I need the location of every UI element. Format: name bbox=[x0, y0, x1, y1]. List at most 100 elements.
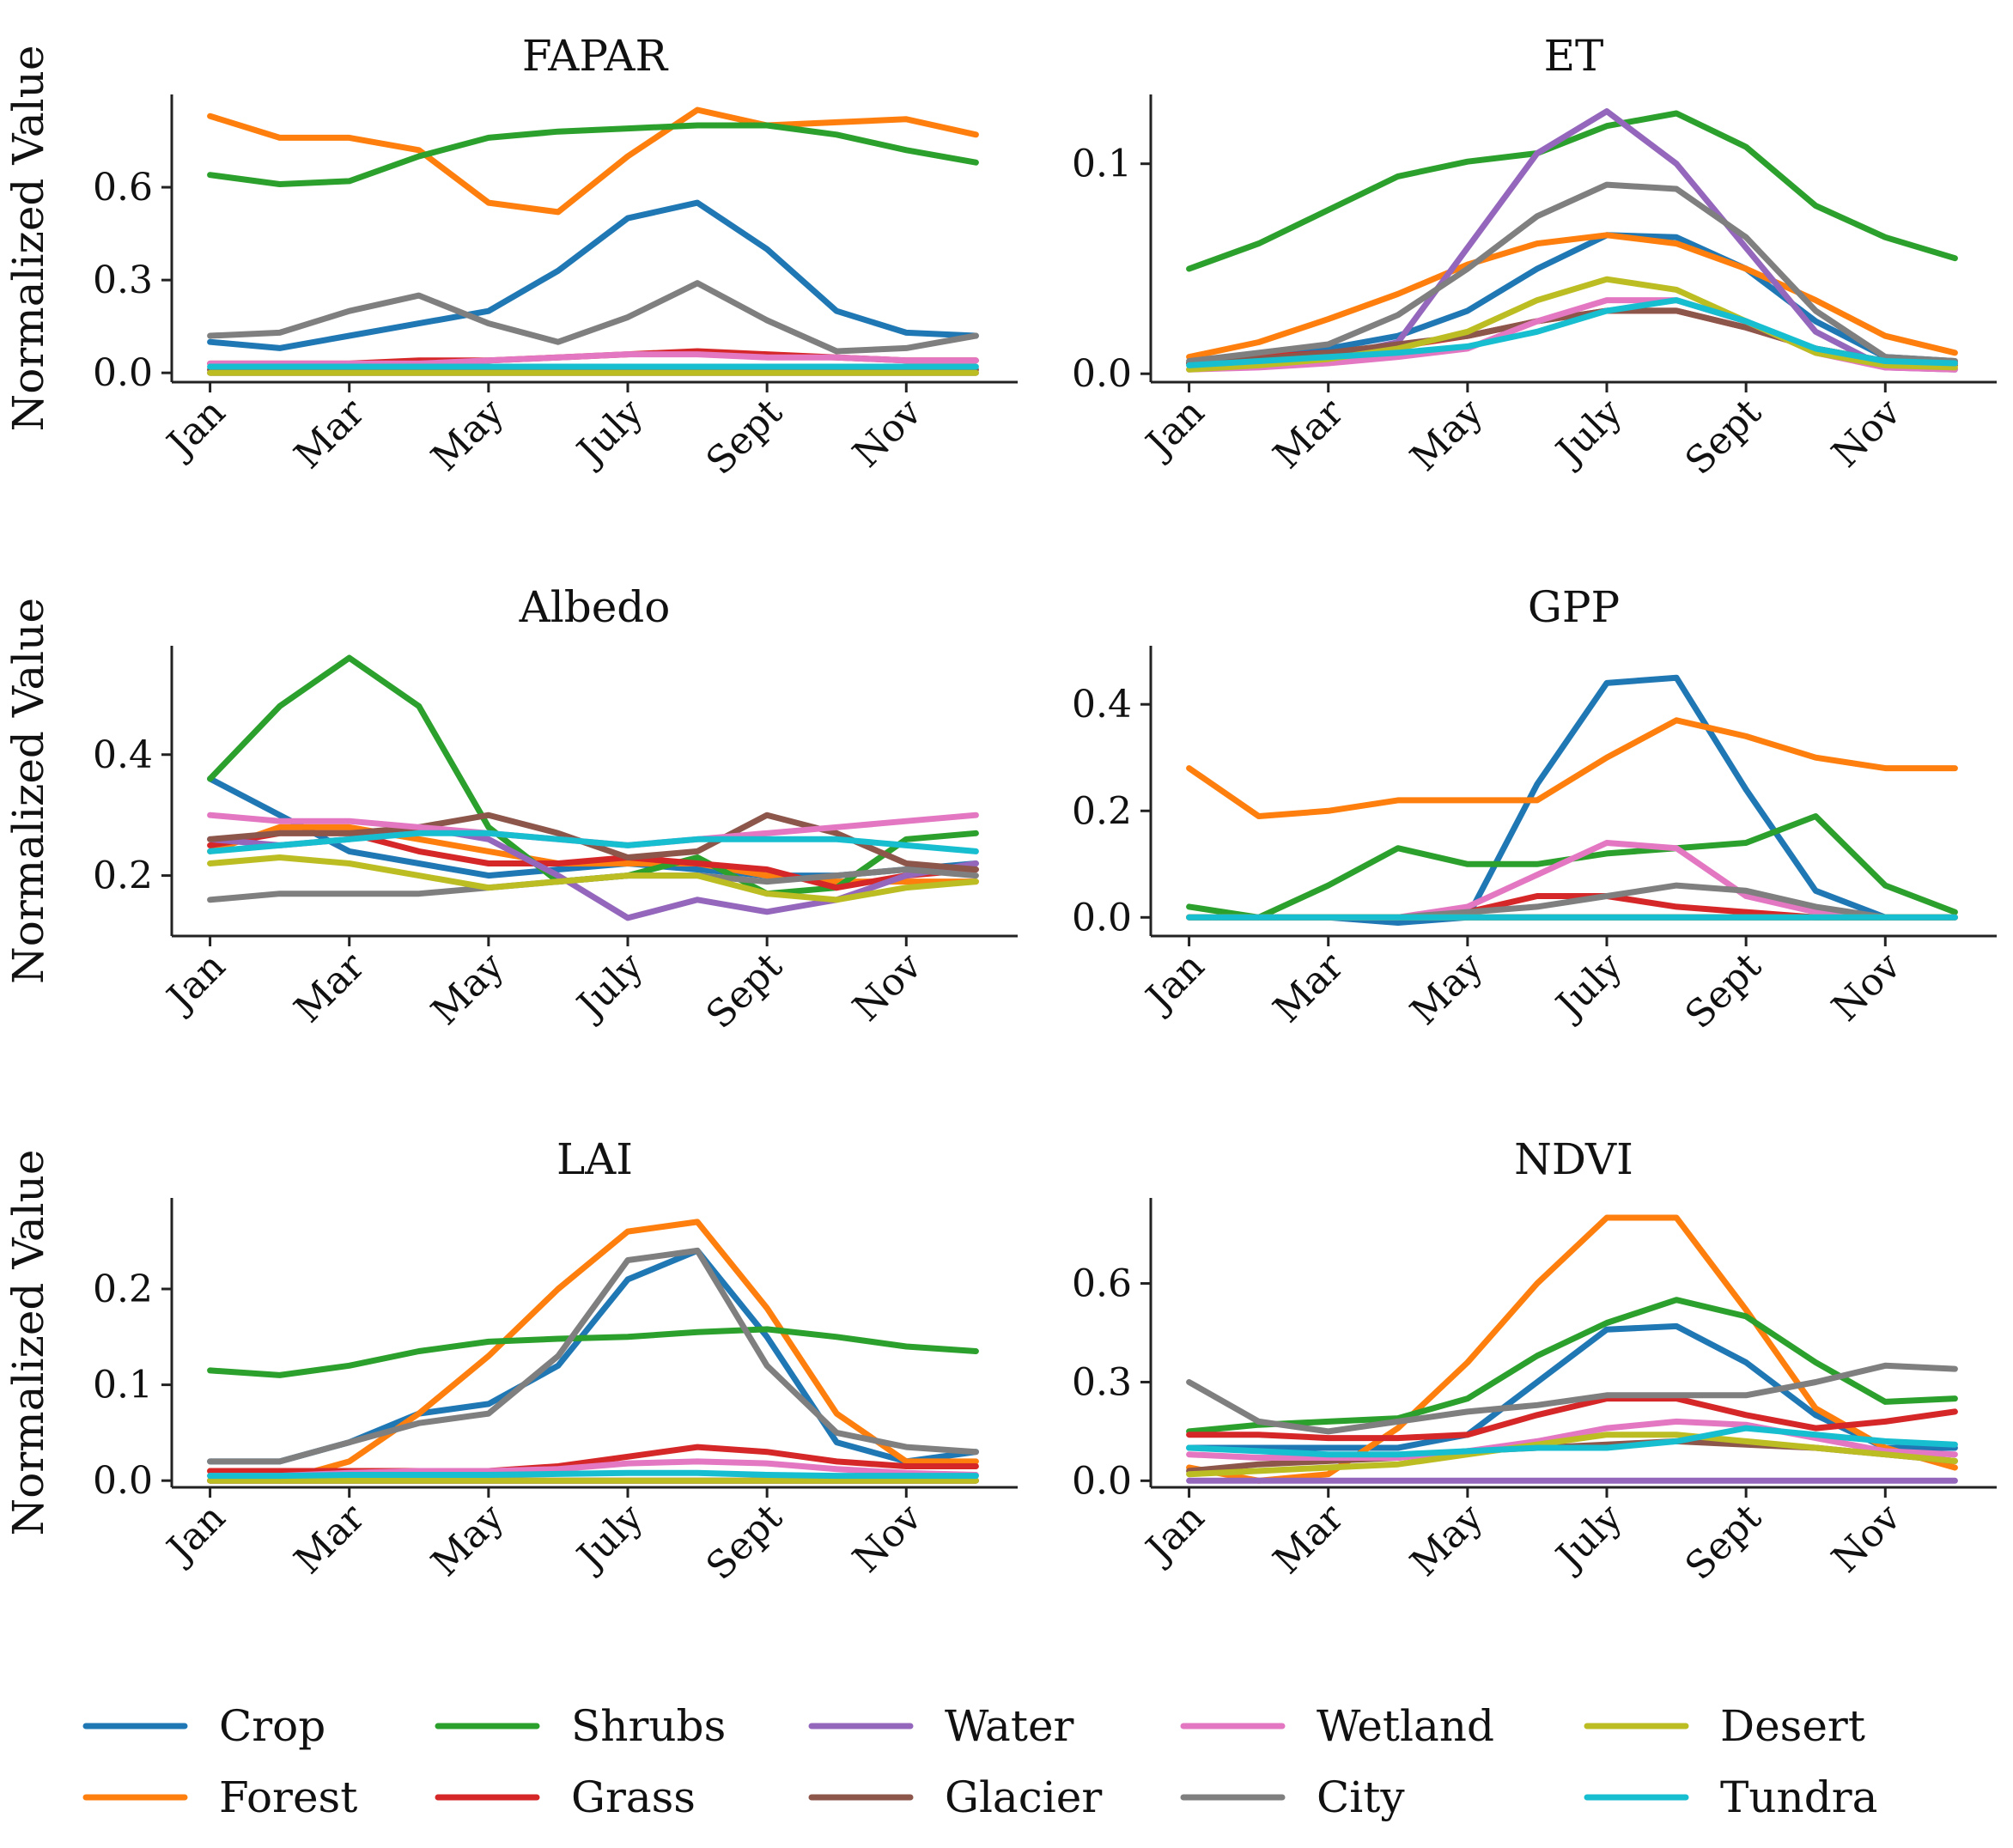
panel-albedo: Albedo Normalized Value 0.2 0.4 Jan Mar May Jul… bbox=[3, 582, 1018, 1037]
x-tick-label-gpp: Nov bbox=[1823, 945, 1909, 1030]
y-tick-label-albedo: 0.2 bbox=[93, 854, 153, 898]
x-tick-label-gpp: May bbox=[1402, 945, 1492, 1034]
series-line-tundra-albedo bbox=[207, 830, 979, 854]
y-tick-label-gpp: 0.0 bbox=[1072, 896, 1132, 939]
legend-label-grass: Grass bbox=[571, 1772, 696, 1822]
series-line-shrubs-et bbox=[1186, 110, 1958, 272]
series-line-shrubs-ndvi bbox=[1186, 1297, 1958, 1435]
x-tick-label-et: Sept bbox=[1677, 390, 1770, 483]
x-tick-label-ndvi: Sept bbox=[1677, 1495, 1770, 1588]
series-line-forest-fapar bbox=[207, 106, 979, 216]
panel-gpp: GPP 0.0 0.2 0.4 Jan Mar May July Sept Nov bbox=[1072, 582, 1997, 1037]
series-line-crop-fapar bbox=[207, 199, 979, 351]
legend-label-water: Water bbox=[945, 1701, 1074, 1751]
legend-label-city: City bbox=[1317, 1772, 1405, 1822]
x-tick-label-ndvi: Jan bbox=[1135, 1496, 1213, 1573]
x-tick-label-fapar: Nov bbox=[844, 391, 930, 477]
series-group-et bbox=[1186, 108, 1958, 373]
x-tick-label-fapar: Mar bbox=[286, 390, 374, 477]
y-axis-label-lai: Normalized Value bbox=[3, 1150, 53, 1536]
series-line-tundra-lai bbox=[207, 1469, 979, 1480]
x-tick-label-albedo: Sept bbox=[698, 944, 791, 1036]
legend: Crop Forest Shrubs Grass Water Glacier Wetland… bbox=[82, 1701, 1877, 1822]
legend-label-tundra: Tundra bbox=[1720, 1772, 1877, 1822]
x-tick-label-fapar: May bbox=[423, 391, 513, 480]
x-tick-label-albedo: Nov bbox=[844, 945, 930, 1030]
panel-et: ET 0.0 0.1 Jan Mar May July Sept Nov bbox=[1072, 31, 1997, 483]
series-line-crop-ndvi bbox=[1186, 1322, 1958, 1451]
series-line-shrubs-fapar bbox=[207, 122, 979, 187]
series-line-forest-lai bbox=[207, 1219, 979, 1484]
x-tick-label-lai: Mar bbox=[286, 1495, 374, 1583]
panel-ndvi: NDVI 0.0 0.3 0.6 Jan Mar May July Sept Nov bbox=[1072, 1134, 1997, 1589]
legend-label-desert: Desert bbox=[1720, 1701, 1865, 1751]
x-tick-label-ndvi: Nov bbox=[1823, 1496, 1909, 1582]
x-tick-label-gpp: July bbox=[1546, 945, 1631, 1030]
x-tick-label-et: Nov bbox=[1823, 391, 1909, 477]
panel-title-et: ET bbox=[1544, 31, 1604, 81]
panel-title-fapar: FAPAR bbox=[522, 31, 669, 81]
panel-title-albedo: Albedo bbox=[519, 582, 671, 632]
legend-item-water: Water bbox=[808, 1701, 1074, 1751]
x-tick-label-fapar: Sept bbox=[698, 390, 791, 483]
legend-item-glacier: Glacier bbox=[808, 1772, 1102, 1822]
x-tick-label-gpp: Mar bbox=[1265, 944, 1353, 1031]
series-line-wetland-gpp bbox=[1186, 840, 1958, 921]
series-line-city-fapar bbox=[207, 280, 979, 355]
panels: FAPAR Normalized Value 0.0 0.3 0.6 Jan Mar May J… bbox=[3, 31, 1997, 1589]
series-group-lai bbox=[207, 1219, 979, 1484]
series-line-wetland-fapar bbox=[207, 351, 979, 367]
y-tick-label-ndvi: 0.3 bbox=[1072, 1360, 1132, 1404]
series-line-forest-ndvi bbox=[1186, 1214, 1958, 1484]
panel-title-lai: LAI bbox=[556, 1134, 633, 1184]
legend-label-crop: Crop bbox=[219, 1701, 325, 1751]
x-tick-label-et: Jan bbox=[1135, 391, 1213, 468]
y-tick-label-fapar: 0.6 bbox=[93, 166, 153, 210]
x-tick-label-albedo: July bbox=[567, 945, 652, 1030]
y-tick-label-albedo: 0.4 bbox=[93, 733, 153, 777]
series-line-city-et bbox=[1186, 181, 1958, 364]
y-tick-label-gpp: 0.2 bbox=[1072, 789, 1132, 833]
series-line-desert-ndvi bbox=[1186, 1432, 1958, 1478]
x-tick-label-lai: July bbox=[567, 1496, 652, 1581]
x-tick-label-albedo: Jan bbox=[156, 945, 234, 1022]
y-tick-label-fapar: 0.3 bbox=[93, 258, 153, 302]
legend-item-shrubs: Shrubs bbox=[435, 1701, 726, 1751]
series-line-city-lai bbox=[207, 1247, 979, 1465]
series-line-forest-et bbox=[1186, 232, 1958, 361]
legend-item-city: City bbox=[1180, 1772, 1405, 1822]
series-group-ndvi bbox=[1186, 1214, 1958, 1484]
series-line-grass-ndvi bbox=[1186, 1395, 1958, 1442]
x-tick-label-et: July bbox=[1546, 391, 1631, 476]
y-tick-label-lai: 0.2 bbox=[93, 1267, 153, 1311]
y-tick-label-lai: 0.0 bbox=[93, 1459, 153, 1503]
panel-title-ndvi: NDVI bbox=[1514, 1134, 1633, 1184]
legend-label-forest: Forest bbox=[219, 1772, 357, 1822]
series-line-tundra-ndvi bbox=[1186, 1425, 1958, 1458]
panel-fapar: FAPAR Normalized Value 0.0 0.3 0.6 Jan Mar May J… bbox=[3, 31, 1018, 483]
legend-item-desert: Desert bbox=[1584, 1701, 1865, 1751]
x-tick-label-fapar: Jan bbox=[156, 391, 234, 468]
series-line-crop-et bbox=[1186, 232, 1958, 367]
x-tick-label-albedo: Mar bbox=[286, 944, 374, 1031]
x-tick-label-lai: Sept bbox=[698, 1495, 791, 1588]
y-tick-label-ndvi: 0.6 bbox=[1072, 1262, 1132, 1306]
x-tick-label-lai: May bbox=[423, 1496, 513, 1585]
x-tick-label-ndvi: Mar bbox=[1265, 1495, 1353, 1583]
y-axis-label-fapar: Normalized Value bbox=[3, 46, 53, 432]
y-tick-label-fapar: 0.0 bbox=[93, 351, 153, 395]
legend-item-grass: Grass bbox=[435, 1772, 696, 1822]
x-tick-label-ndvi: May bbox=[1402, 1496, 1492, 1585]
legend-item-forest: Forest bbox=[82, 1772, 357, 1822]
legend-item-crop: Crop bbox=[82, 1701, 325, 1751]
panel-lai: LAI Normalized Value 0.0 0.1 0.2 Jan Mar May Jul… bbox=[3, 1134, 1018, 1589]
legend-label-wetland: Wetland bbox=[1317, 1701, 1494, 1751]
series-group-albedo bbox=[207, 654, 979, 921]
series-line-wetland-ndvi bbox=[1186, 1418, 1958, 1461]
series-line-city-ndvi bbox=[1186, 1362, 1958, 1435]
series-group-gpp bbox=[1186, 674, 1958, 926]
legend-item-tundra: Tundra bbox=[1584, 1772, 1877, 1822]
x-tick-label-et: Mar bbox=[1265, 390, 1353, 477]
legend-label-shrubs: Shrubs bbox=[571, 1701, 726, 1751]
